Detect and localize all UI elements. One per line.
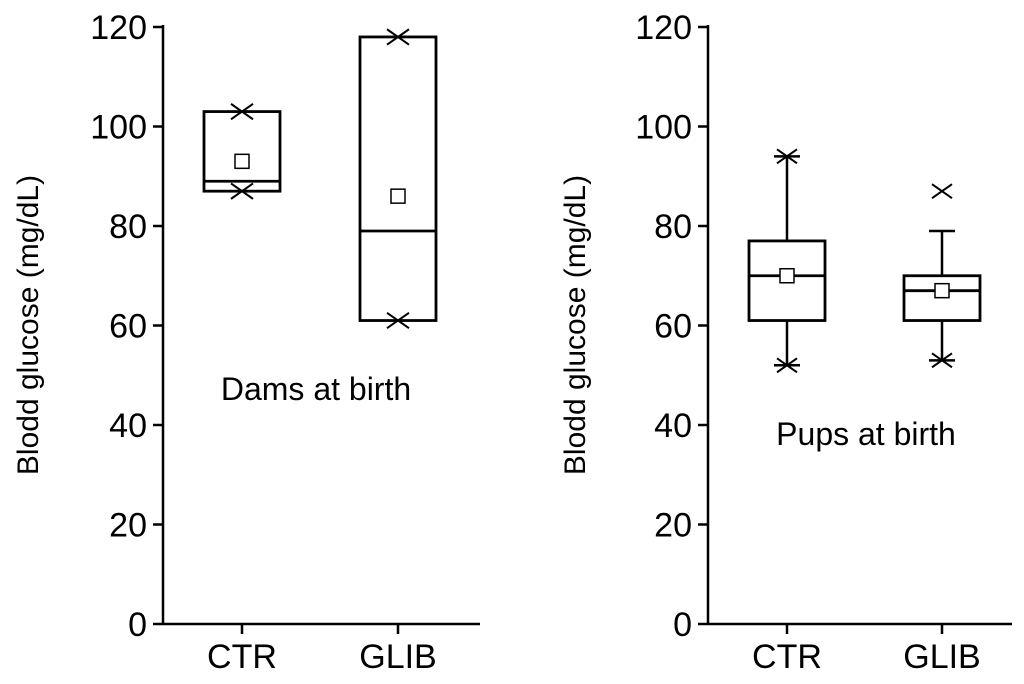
- outlier-stroke: [931, 183, 953, 199]
- outlier-stroke: [230, 103, 254, 121]
- x-tick-label: CTR: [207, 638, 277, 676]
- y-tick-label: 100: [90, 109, 147, 147]
- outlier-stroke: [776, 357, 798, 374]
- panel-annotation: Dams at birth: [221, 371, 411, 407]
- outlier-stroke: [776, 148, 798, 165]
- y-tick-label: 20: [109, 507, 147, 545]
- y-tick-label: 120: [635, 9, 692, 47]
- box: [202, 110, 282, 193]
- y-tick-label: 40: [109, 407, 147, 445]
- outlier-marker: [776, 357, 798, 374]
- y-axis-title: Blodd glucose (mg/dL): [559, 175, 592, 475]
- outlier-marker: [931, 183, 953, 199]
- x-tick-label: CTR: [752, 638, 822, 676]
- panel-dams: Blodd glucose (mg/dL) Dams at birth 0 20 4…: [12, 9, 480, 676]
- outlier-stroke: [931, 352, 953, 369]
- outlier-marker: [386, 312, 410, 330]
- y-tick-label: 100: [635, 109, 692, 147]
- outlier-marker: [776, 148, 798, 165]
- mean-marker: [934, 282, 950, 299]
- outlier-marker: [230, 103, 254, 121]
- y-tick-label: 80: [654, 208, 692, 246]
- y-tick-label: 20: [654, 507, 692, 545]
- y-tick-label: 0: [128, 606, 147, 644]
- y-axis-title: Blodd glucose (mg/dL): [12, 175, 45, 475]
- y-tick-label: 0: [673, 606, 692, 644]
- y-tick-label: 60: [654, 308, 692, 346]
- outlier-stroke: [386, 28, 410, 46]
- mean-marker: [779, 268, 795, 284]
- y-tick-label: 80: [109, 208, 147, 246]
- outlier-stroke: [230, 182, 254, 200]
- y-tick-label: 60: [109, 308, 147, 346]
- box: [747, 239, 827, 322]
- mean-marker: [234, 153, 250, 170]
- box: [358, 35, 438, 322]
- x-tick-label: GLIB: [903, 638, 980, 676]
- outlier-marker: [931, 352, 953, 369]
- outlier-marker: [386, 28, 410, 46]
- outlier-stroke: [386, 312, 410, 330]
- outlier-marker: [230, 182, 254, 200]
- box: [902, 274, 982, 322]
- panel-pups: Blodd glucose (mg/dL) Pups at birth 0 20 4…: [559, 9, 1012, 676]
- y-tick-label: 40: [654, 407, 692, 445]
- x-tick-label: GLIB: [359, 638, 436, 676]
- mean-marker: [390, 188, 406, 204]
- y-tick-label: 120: [90, 9, 147, 47]
- panel-annotation: Pups at birth: [776, 416, 956, 452]
